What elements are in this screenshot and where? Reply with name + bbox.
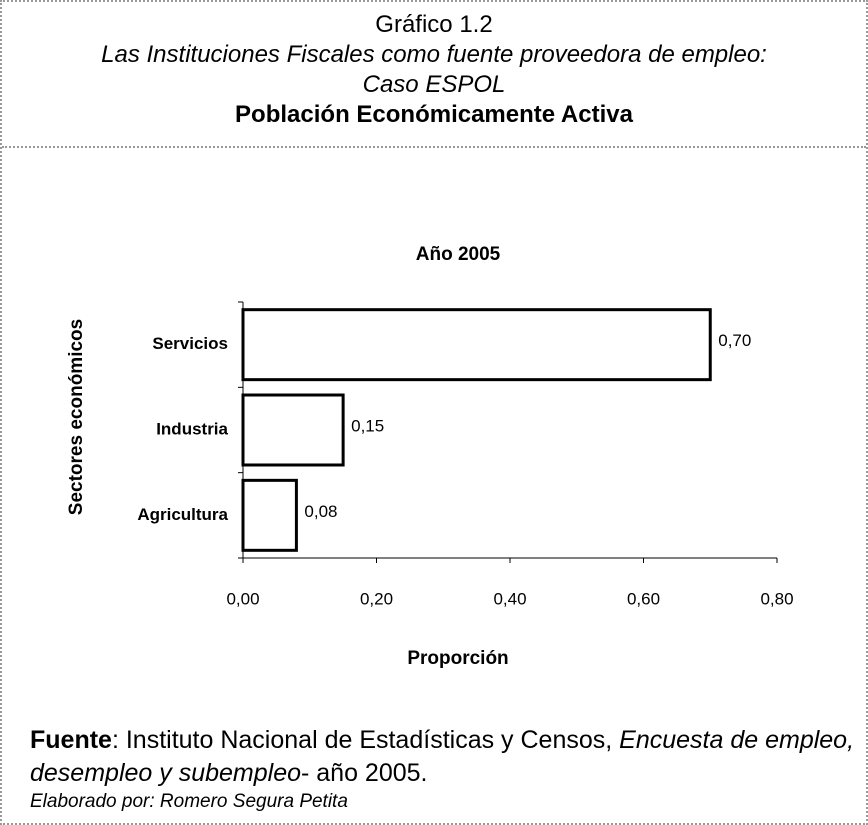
bar bbox=[241, 478, 298, 552]
x-tick-label: 0,60 bbox=[627, 589, 660, 608]
figure-number: Gráfico 1.2 bbox=[375, 11, 493, 38]
author: Elaborado por: Romero Segura Petita bbox=[30, 791, 348, 812]
source-label: Fuente bbox=[30, 726, 112, 754]
value-label: 0,70 bbox=[718, 331, 751, 350]
value-label: 0,15 bbox=[351, 416, 384, 435]
bar bbox=[241, 393, 345, 467]
header: Gráfico 1.2 Las Instituciones Fiscales c… bbox=[2, 2, 866, 148]
source-year: - año 2005. bbox=[301, 759, 428, 787]
x-tick-label: 0,80 bbox=[760, 589, 793, 608]
figure-subtitle: Las Instituciones Fiscales como fuente p… bbox=[101, 41, 767, 98]
x-tick-label: 0,20 bbox=[360, 589, 393, 608]
x-tick-label: 0,40 bbox=[493, 589, 526, 608]
bar bbox=[241, 308, 712, 382]
source-title: Encuesta de empleo, desempleo y subemple… bbox=[30, 726, 855, 787]
footer: Fuente: Instituto Nacional de Estadístic… bbox=[30, 724, 860, 814]
source-text: : Instituto Nacional de Estadísticas y C… bbox=[111, 726, 620, 754]
value-label: 0,08 bbox=[304, 502, 337, 521]
y-tick-label: Servicios bbox=[152, 334, 228, 353]
source: Fuente: Instituto Nacional de Estadístic… bbox=[30, 724, 860, 790]
x-tick-label: 0,00 bbox=[226, 589, 259, 608]
x-axis-label: Proporción bbox=[407, 648, 508, 669]
y-tick-label: Agricultura bbox=[137, 505, 228, 524]
figure-title: Población Económicamente Activa bbox=[235, 101, 633, 128]
y-tick-label: Industria bbox=[156, 419, 228, 438]
y-axis-label: Sectores económicos bbox=[66, 319, 87, 515]
chart-title: Año 2005 bbox=[416, 244, 501, 265]
